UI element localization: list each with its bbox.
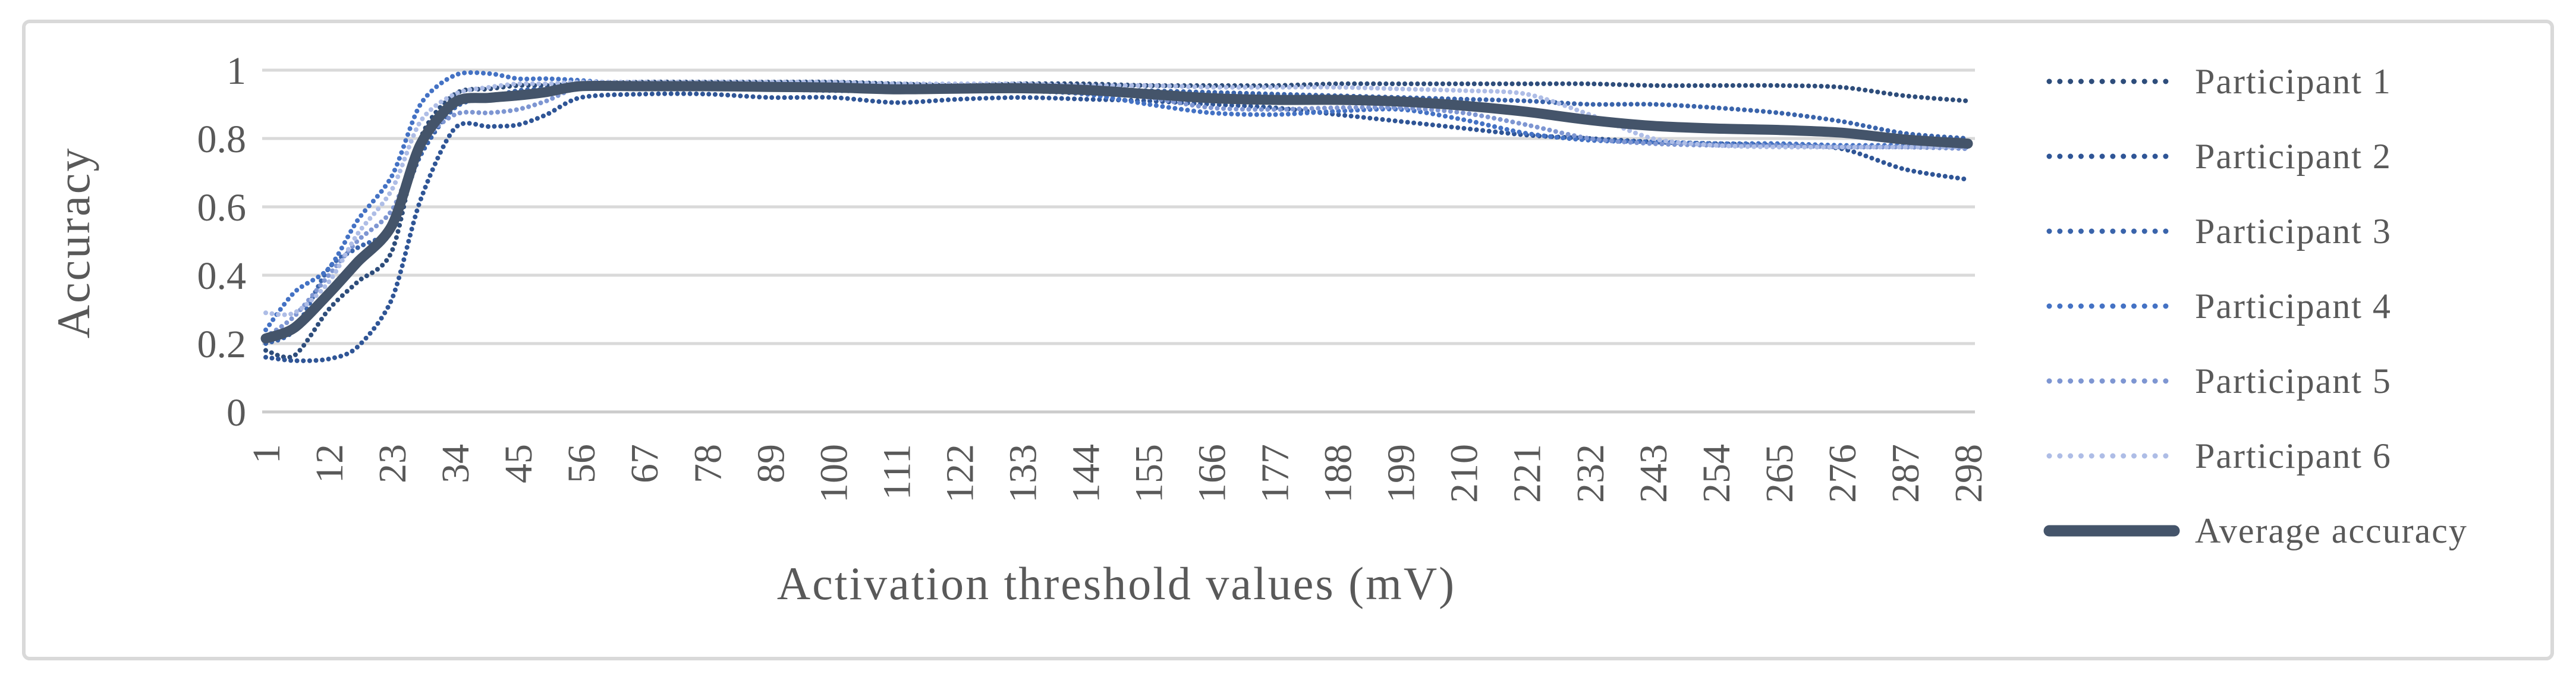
x-axis-title: Activation threshold values (mV) [777,558,1456,609]
y-tick-label: 0.4 [197,254,247,298]
data-series [260,70,1973,363]
legend: Participant 1 Participant 2 Participant 3 P… [2043,62,2468,550]
y-axis-title: Accuracy [48,147,99,339]
y-tick-label: 0 [227,391,246,435]
x-tick-label: 67 [623,444,666,483]
x-tick-label: 45 [497,444,540,483]
x-tick-label: 155 [1128,444,1171,503]
y-tick-label: 1 [227,49,246,93]
x-tick-label: 188 [1317,444,1360,503]
x-tick-label: 23 [371,444,414,483]
legend-item-participant-6: Participant 6 [2046,436,2392,476]
y-tick-label: 0.6 [197,186,247,229]
x-tick-label: 166 [1191,444,1234,503]
x-tick-label: 265 [1758,444,1801,503]
x-tick-label: 243 [1632,444,1675,503]
x-tick-label: 177 [1254,444,1297,503]
x-tick-label: 144 [1065,444,1108,503]
x-tick-label: 12 [308,444,351,483]
legend-item-average-accuracy: Average accuracy [2043,511,2468,550]
legend-label: Participant 3 [2195,212,2392,251]
y-axis-tick-labels: 0 0.2 0.4 0.6 0.8 1 [197,49,247,435]
x-tick-label: 276 [1821,444,1864,503]
legend-label: Participant 6 [2195,436,2392,476]
legend-label: Participant 1 [2195,62,2392,101]
legend-label: Average accuracy [2195,511,2468,550]
x-tick-label: 1 [245,444,288,464]
x-tick-label: 100 [812,444,855,503]
gridlines [262,68,1975,414]
x-tick-label: 287 [1884,444,1927,503]
x-tick-label: 122 [938,444,982,503]
x-tick-label: 111 [875,444,919,500]
y-tick-label: 0.8 [197,118,247,161]
x-tick-label: 210 [1443,444,1486,503]
x-tick-label: 56 [560,444,603,483]
x-axis-tick-labels: 1 12 23 34 45 56 67 78 89 100 111 122 133 144 155 166 17… [245,444,1990,503]
legend-item-participant-1: Participant 1 [2046,62,2392,101]
x-tick-label: 89 [749,444,792,483]
legend-label: Participant 2 [2195,137,2392,176]
x-tick-label: 199 [1380,444,1423,503]
y-tick-label: 0.2 [197,323,247,366]
figure-border [22,20,2554,660]
x-tick-label: 78 [686,444,729,483]
x-tick-label: 221 [1506,444,1549,503]
series-participant-4 [263,70,1970,332]
legend-label: Participant 5 [2195,361,2392,401]
x-tick-label: 133 [1001,444,1045,503]
legend-item-participant-4: Participant 4 [2046,287,2392,326]
x-tick-label: 298 [1947,444,1990,503]
legend-item-participant-2: Participant 2 [2046,137,2392,176]
legend-label: Participant 4 [2195,287,2392,326]
legend-item-participant-3: Participant 3 [2046,212,2392,251]
x-tick-label: 254 [1695,444,1738,503]
x-tick-label: 232 [1569,444,1612,503]
legend-item-participant-5: Participant 5 [2046,361,2392,401]
series-average-accuracy [260,80,1973,344]
x-tick-label: 34 [434,444,477,483]
